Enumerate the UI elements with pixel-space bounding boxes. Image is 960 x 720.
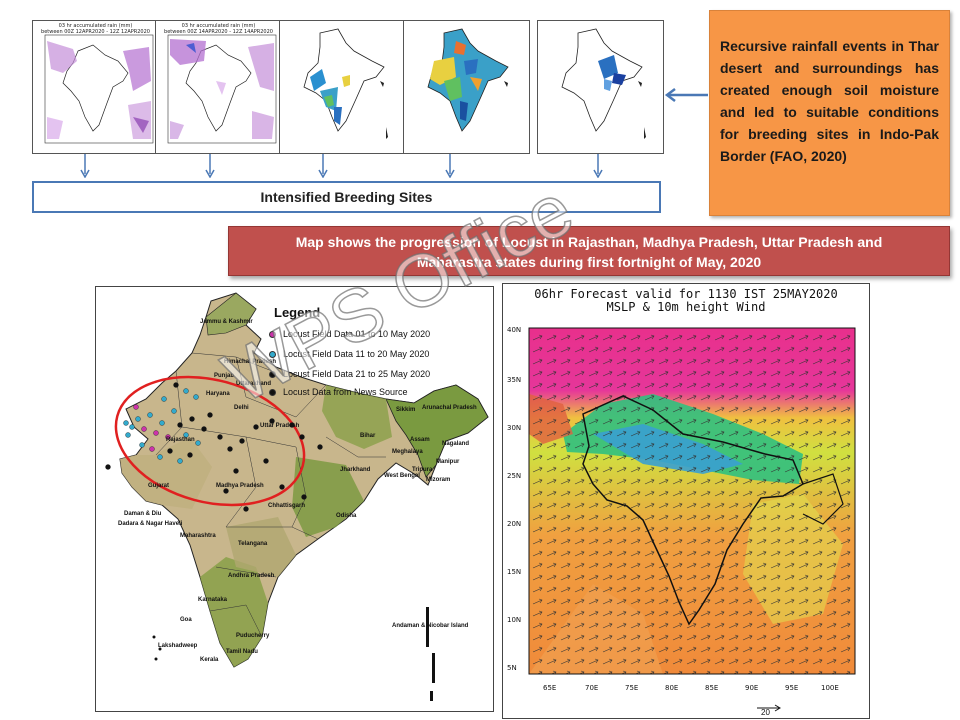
rain-panel-2: 03 hr accumulated rain (mm) between 00Z 1… — [155, 20, 282, 154]
rain-panel-2-title: 03 hr accumulated rain (mm) between 00Z 1… — [164, 23, 273, 35]
legend-item-1: Locust Field Data 01 to 10 May 2020 — [269, 329, 430, 339]
arrow-down-2 — [205, 154, 215, 178]
place-label: Kerala — [200, 657, 219, 663]
lon-label: 75E — [625, 684, 639, 692]
india-outline-map — [105, 292, 489, 701]
arrow-down-3 — [318, 154, 328, 178]
soil-moisture-map-3 — [561, 28, 646, 139]
lat-label: 30N — [507, 424, 522, 432]
legend-marker-2 — [269, 351, 276, 358]
locust-map: Legend Locust Field Data 01 to 10 May 20… — [95, 286, 494, 712]
place-label: Lakshadweep — [158, 643, 198, 649]
place-label: Madhya Pradesh — [216, 483, 264, 489]
wind-field-map — [528, 327, 856, 712]
locust-points — [105, 382, 323, 512]
forecast-map: 06hr Forecast valid for 1130 IST 25MAY20… — [502, 283, 870, 719]
breeding-box-label: Intensified Breeding Sites — [260, 189, 433, 205]
place-label: Uttarakhand — [236, 381, 272, 387]
place-label: Mizoram — [426, 477, 451, 483]
place-label: Goa — [180, 617, 192, 623]
place-label: Andhra Pradesh — [228, 573, 275, 579]
place-label: Puducherry — [236, 633, 270, 639]
rainfall-note: Recursive rainfall events in Thar desert… — [709, 10, 950, 216]
lat-label: 25N — [507, 472, 522, 480]
soil-moisture-panel-3 — [537, 20, 664, 154]
banner-line-2: Maharastra states during first fortnight… — [416, 254, 762, 270]
rainfall-note-text: Recursive rainfall events in Thar desert… — [720, 38, 939, 164]
place-label: Arunachal Pradesh — [422, 405, 477, 411]
arrow-left-icon — [664, 88, 708, 102]
arrow-down-5 — [593, 154, 603, 178]
soil-moisture-panel-1 — [279, 20, 406, 154]
soil-moisture-panel-2 — [403, 20, 530, 154]
legend-item-4: Locust Data from News Source — [269, 387, 408, 397]
arrow-down-4 — [445, 154, 455, 178]
lon-label: 95E — [785, 684, 799, 692]
legend-marker-3 — [269, 371, 276, 378]
lon-label: 70E — [585, 684, 599, 692]
legend-item-2: Locust Field Data 11 to 20 May 2020 — [269, 349, 429, 359]
lat-label: 40N — [507, 326, 522, 334]
place-label: Himachal Pradesh — [224, 359, 277, 365]
lat-label: 10N — [507, 616, 522, 624]
rain-panel-1-title: 03 hr accumulated rain (mm) between 00Z 1… — [41, 23, 150, 35]
legend-marker-4 — [269, 389, 276, 396]
lat-label: 20N — [507, 520, 522, 528]
legend-marker-1 — [269, 331, 276, 338]
place-label: Jharkhand — [340, 467, 371, 473]
locust-area-ellipse — [114, 375, 306, 507]
place-label: Assam — [410, 437, 430, 443]
banner-line-1: Map shows the progression of Locust in R… — [295, 234, 883, 250]
rain-map-2 — [167, 34, 277, 144]
place-label: Tamil Nadu — [226, 649, 258, 655]
place-label: Haryana — [206, 391, 230, 397]
soil-moisture-map-2 — [427, 28, 509, 132]
place-label: Chhattisgarh — [268, 503, 306, 509]
place-label: Daman & Diu — [124, 511, 162, 517]
place-label: Manipur — [436, 459, 460, 465]
lon-label: 90E — [745, 684, 759, 692]
legend-title: Legend — [274, 305, 321, 320]
wind-reference-label: 20 — [761, 708, 770, 717]
soil-moisture-map-1 — [303, 28, 388, 139]
place-label: Meghalaya — [392, 449, 423, 455]
forecast-title: 06hr Forecast valid for 1130 IST 25MAY20… — [534, 287, 838, 314]
place-label: Dadara & Nagar Haveli — [118, 521, 183, 527]
place-label: Maharashtra — [180, 533, 216, 539]
lon-label: 100E — [821, 684, 839, 692]
place-label: Delhi — [234, 405, 249, 411]
place-label: Sikkim — [396, 407, 416, 413]
lon-label: 80E — [665, 684, 679, 692]
place-label: Uttar Pradesh — [260, 423, 300, 429]
place-label: Andaman & Nicobar Island — [392, 623, 469, 629]
place-label: Bihar — [360, 433, 376, 439]
legend-item-3: Locust Field Data 21 to 25 May 2020 — [269, 369, 430, 379]
lat-label: 15N — [507, 568, 522, 576]
place-label: Jammu & Kashmir — [200, 319, 253, 325]
place-label: Nagaland — [442, 441, 470, 447]
intensified-breeding-sites-box: Intensified Breeding Sites — [32, 181, 661, 213]
rain-map-1 — [44, 34, 154, 144]
place-label: Telangana — [238, 541, 268, 547]
rain-panel-1: 03 hr accumulated rain (mm) between 00Z 1… — [32, 20, 159, 154]
progression-banner: Map shows the progression of Locust in R… — [228, 226, 950, 276]
arrow-down-1 — [80, 154, 90, 178]
place-label: West Bengal — [384, 473, 420, 479]
place-label: Rajasthan — [166, 437, 195, 443]
lat-label: 5N — [507, 664, 517, 672]
place-label: Punjab — [214, 373, 235, 379]
place-label: Gujarat — [148, 483, 170, 489]
lat-label: 35N — [507, 376, 522, 384]
place-label: Karnataka — [198, 597, 228, 603]
place-label: Tripura — [412, 467, 433, 473]
lon-label: 65E — [543, 684, 557, 692]
lon-label: 85E — [705, 684, 719, 692]
place-label: Odisha — [336, 513, 357, 519]
